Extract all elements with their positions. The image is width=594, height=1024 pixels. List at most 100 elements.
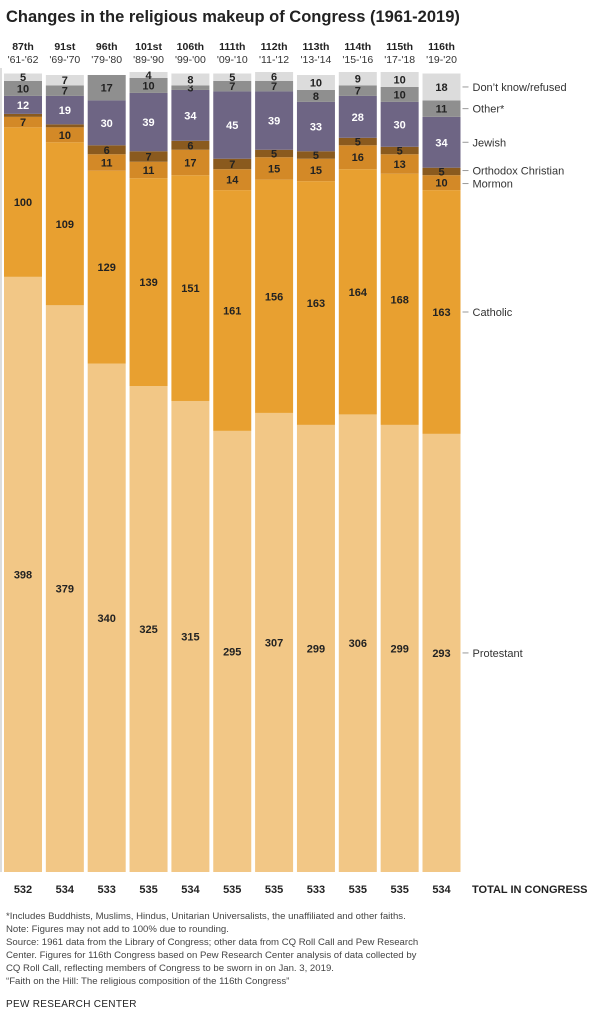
value-label-0-9: 299	[390, 643, 408, 655]
total-label-6: 535	[265, 884, 283, 896]
value-label-5-0: 10	[17, 83, 29, 95]
footnote-source-2: Center. Figures for 116th Congress based…	[6, 950, 417, 961]
congress-label-4: 106th	[177, 41, 204, 53]
value-label-2-0: 7	[20, 117, 26, 129]
period-label-10: '19-'20	[426, 54, 457, 66]
value-label-0-1: 379	[56, 584, 74, 596]
bar-segment-5-0	[4, 80, 42, 96]
value-label-6-1: 7	[62, 75, 68, 87]
congress-label-0: 87th	[12, 41, 34, 53]
legend-label-6: Don’t know/refused	[473, 82, 567, 94]
bar-segment-2-2	[87, 154, 126, 171]
bar-segment-6-6	[255, 72, 294, 81]
congress-label-10: 116th	[428, 41, 455, 53]
bar-segment-6-9	[380, 72, 419, 87]
value-label-1-3: 139	[139, 277, 157, 289]
source-organization: PEW RESEARCH CENTER	[6, 999, 137, 1010]
total-label-8: 535	[349, 884, 367, 896]
value-label-5-5: 7	[229, 81, 235, 93]
congress-label-7: 113th	[303, 41, 330, 53]
value-label-1-10: 163	[432, 307, 450, 319]
congress-label-3: 101st	[135, 41, 162, 53]
bar-segment-4-3	[129, 92, 168, 152]
congress-label-5: 111th	[219, 41, 245, 53]
value-label-6-10: 18	[435, 82, 447, 94]
value-label-5-6: 7	[271, 81, 277, 93]
value-label-3-3: 7	[145, 151, 151, 163]
legend-label-0: Protestant	[473, 648, 523, 660]
bar-segment-2-0	[4, 116, 42, 128]
value-label-4-7: 33	[310, 122, 322, 134]
value-label-2-3: 11	[143, 165, 155, 177]
total-label-10: 534	[432, 884, 451, 896]
value-label-5-7: 8	[313, 91, 319, 103]
value-label-4-3: 39	[142, 117, 154, 129]
bar-segment-1-6	[255, 179, 294, 413]
value-label-6-0: 5	[20, 72, 26, 84]
value-label-4-0: 12	[17, 100, 29, 112]
bar-segment-3-6	[255, 149, 294, 158]
bar-segment-5-6	[255, 80, 294, 92]
bar-segment-4-8	[338, 95, 377, 138]
bar-segment-2-9	[380, 154, 419, 174]
bar-segment-6-10	[422, 73, 461, 101]
value-label-3-2: 6	[104, 145, 110, 157]
bar-segment-5-7	[296, 89, 335, 102]
value-label-5-9: 10	[394, 89, 406, 101]
value-label-2-4: 17	[184, 157, 196, 169]
bar-segment-0-2	[87, 363, 126, 872]
value-label-0-3: 325	[139, 624, 157, 636]
bar-segment-5-5	[213, 80, 252, 92]
bar-segment-1-8	[338, 169, 377, 415]
bar-segment-3-2	[87, 145, 126, 155]
bar-segment-6-1	[45, 74, 84, 86]
bar-segment-4-7	[296, 101, 335, 152]
bar-segment-3-5	[213, 158, 252, 170]
total-label-0: 532	[14, 884, 32, 896]
legend-label-4: Jewish	[473, 137, 507, 149]
bar-segment-2-1	[45, 127, 84, 143]
bar-segment-5-3	[129, 77, 168, 93]
period-label-5: '09-'10	[217, 54, 248, 66]
value-label-4-10: 34	[435, 137, 448, 149]
value-label-3-8: 5	[355, 137, 361, 149]
period-label-3: '89-'90	[133, 54, 164, 66]
bar-segment-1-3	[129, 178, 168, 387]
bar-segment-1-2	[87, 170, 126, 364]
value-label-4-1: 19	[59, 105, 71, 117]
bar-segment-6-4	[171, 73, 210, 86]
legend-label-5: Other*	[473, 104, 506, 116]
value-label-2-8: 16	[352, 152, 364, 164]
bar-segment-6-5	[213, 73, 252, 81]
bar-segment-4-9	[380, 101, 419, 147]
bar-segment-1-1	[45, 142, 84, 306]
bar-segment-5-4	[171, 85, 210, 90]
bar-segment-4-1	[45, 95, 84, 125]
total-label-4: 534	[181, 884, 200, 896]
value-label-4-4: 34	[184, 110, 197, 122]
bar-segment-6-8	[338, 72, 377, 86]
value-label-6-7: 10	[310, 77, 322, 89]
value-label-4-2: 30	[101, 118, 113, 130]
period-label-1: '69-'70	[49, 54, 80, 66]
total-label-9: 535	[390, 884, 408, 896]
bar-segment-0-8	[338, 414, 377, 872]
bar-segment-4-6	[255, 91, 294, 150]
value-label-2-7: 15	[310, 165, 322, 177]
footnote-source-3: CQ Roll Call, reflecting members of Cong…	[6, 963, 334, 974]
bar-segment-2-5	[213, 169, 252, 191]
bar-segment-2-7	[296, 158, 335, 182]
legend-label-3: Orthodox Christian	[473, 166, 565, 178]
bar-segment-0-5	[213, 430, 252, 872]
value-label-0-7: 299	[307, 643, 325, 655]
value-label-6-8: 9	[355, 74, 361, 86]
value-label-3-10: 5	[438, 166, 444, 178]
bar-segment-0-0	[4, 276, 42, 872]
value-label-5-8: 7	[355, 86, 361, 98]
value-label-0-6: 307	[265, 637, 283, 649]
value-label-3-7: 5	[313, 150, 319, 162]
bar-segment-4-2	[87, 100, 126, 146]
total-label-1: 534	[56, 884, 75, 896]
bar-segment-0-9	[380, 424, 419, 872]
stacked-bar-chart: 39810071210587th'61-'6253237910910197791…	[0, 41, 588, 896]
